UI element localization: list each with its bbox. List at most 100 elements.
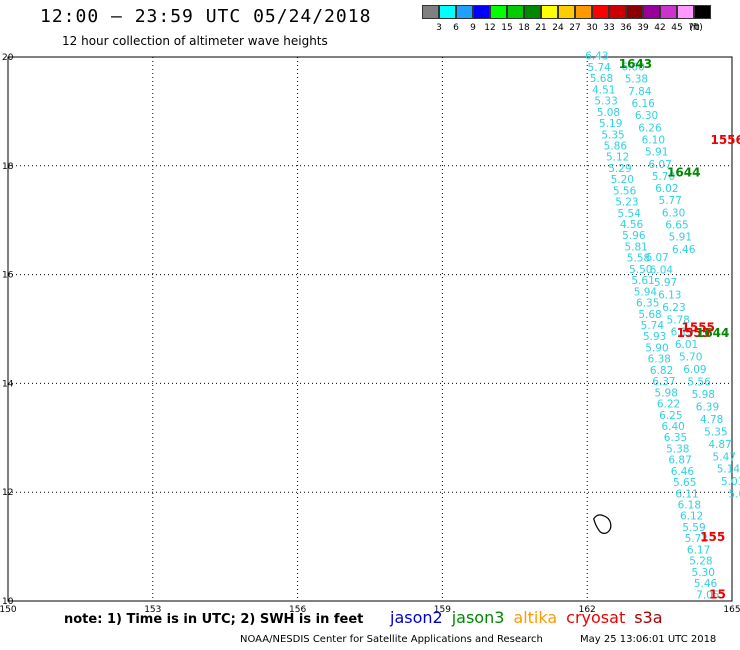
legend-label: 39 bbox=[637, 23, 649, 33]
pass-time-label: 155 bbox=[700, 530, 725, 544]
wave-height-value: 5.70 bbox=[679, 352, 702, 364]
wave-height-value: 5.56 bbox=[613, 185, 637, 197]
wave-height-value: 4.56 bbox=[620, 219, 644, 231]
x-tick-label: 156 bbox=[289, 605, 306, 612]
wave-height-value: 5.28 bbox=[689, 556, 712, 568]
wave-height-value: 5.72 bbox=[685, 533, 708, 545]
wave-height-value: 5.86 bbox=[604, 140, 628, 152]
wave-height-value: 5.33 bbox=[594, 96, 617, 108]
legend-label: 24 bbox=[552, 23, 564, 33]
y-tick-label: 18 bbox=[2, 162, 14, 172]
wave-height-value: 5.91 bbox=[669, 232, 692, 244]
wave-height-value: 5.68 bbox=[638, 309, 661, 321]
satellite-jason2: jason2 bbox=[390, 608, 443, 627]
legend-swatch bbox=[694, 5, 711, 19]
wave-height-value: 5.74 bbox=[587, 62, 611, 74]
legend-label: 42 bbox=[654, 23, 666, 33]
axis-ticks: 150 153 156 159 162 165 10 12 14 16 18 20 bbox=[0, 53, 740, 612]
wave-height-value: 6.30 bbox=[662, 207, 685, 219]
wave-height-value: 6.30 bbox=[635, 110, 658, 122]
wave-height-value: 5.98 bbox=[655, 387, 678, 399]
legend-swatch bbox=[575, 5, 592, 19]
wave-height-value: 5.97 bbox=[654, 277, 677, 289]
wave-height-value: 5.98 bbox=[692, 389, 715, 401]
wave-height-value: 6.38 bbox=[648, 354, 671, 366]
page-subtitle: 12 hour collection of altimeter wave hei… bbox=[62, 34, 328, 48]
x-tick-label: 162 bbox=[579, 605, 596, 612]
wave-height-value: 5.74 bbox=[641, 320, 665, 332]
legend-swatch bbox=[558, 5, 575, 19]
wave-height-value: 5.78 bbox=[666, 314, 689, 326]
wave-height-value: 5.96 bbox=[622, 230, 646, 242]
wave-height-value: 6.23 bbox=[662, 302, 685, 314]
legend-label: 3 bbox=[436, 23, 442, 33]
wave-height-value: 5.70 bbox=[652, 171, 675, 183]
wave-height-value: 6.10 bbox=[642, 134, 665, 146]
wave-height-value: 5.94 bbox=[634, 286, 658, 298]
legend-swatch bbox=[456, 5, 473, 19]
pass-time-label: 1644 bbox=[696, 326, 729, 340]
wave-height-value: 6.07 bbox=[648, 159, 671, 171]
wave-height-value: 5.35 bbox=[601, 129, 624, 141]
wave-height-value: 6.26 bbox=[638, 122, 662, 134]
map-frame bbox=[7, 56, 733, 602]
y-tick-label: 10 bbox=[2, 597, 14, 607]
y-tick-label: 20 bbox=[2, 53, 14, 63]
wave-height-value: 5.61 bbox=[631, 275, 654, 287]
pass-time-label: 15 bbox=[709, 587, 726, 601]
legend-label: 36 bbox=[620, 23, 632, 33]
legend-label: 6 bbox=[453, 23, 459, 33]
legend-swatch bbox=[643, 5, 660, 19]
legend-swatch bbox=[439, 5, 456, 19]
legend-swatch bbox=[609, 5, 626, 19]
legend-label: 9 bbox=[470, 23, 476, 33]
x-tick-label: 165 bbox=[723, 605, 740, 612]
legend-swatch bbox=[626, 5, 643, 19]
legend-label: 18 bbox=[518, 23, 530, 33]
wave-height-value: 5.30 bbox=[692, 567, 715, 579]
island-outline bbox=[593, 514, 612, 535]
wave-height-value: 6.22 bbox=[657, 399, 680, 411]
wave-height-value: 5.93 bbox=[643, 331, 666, 343]
pass-time-label: 1643 bbox=[619, 57, 652, 71]
legend-label: 30 bbox=[586, 23, 598, 33]
wave-height-value: 6.37 bbox=[652, 376, 675, 388]
wave-height-value: 6.82 bbox=[650, 365, 673, 377]
x-tick-label: 153 bbox=[144, 605, 161, 612]
satellite-cryosat: cryosat bbox=[566, 608, 626, 627]
x-tick-label: 150 bbox=[0, 605, 17, 612]
legend-unit: (ft) bbox=[689, 23, 703, 33]
wave-height-value: 4.51 bbox=[592, 84, 615, 96]
legend-label: 15 bbox=[501, 23, 513, 33]
pass-time-label: 1555 bbox=[682, 321, 715, 335]
wave-height-value: 6.35 bbox=[664, 432, 687, 444]
wave-height-value: 6.11 bbox=[675, 488, 698, 500]
wave-height-value: 6.25 bbox=[659, 410, 682, 422]
legend-swatch bbox=[507, 5, 524, 19]
legend-label: 21 bbox=[535, 23, 547, 33]
legend-swatch bbox=[677, 5, 694, 19]
wave-height-value: 5.19 bbox=[599, 118, 622, 130]
legend-swatch bbox=[490, 5, 507, 19]
wave-height-value: 6.13 bbox=[658, 289, 681, 301]
legend-label: 70 bbox=[688, 23, 700, 33]
y-tick-label: 14 bbox=[2, 379, 14, 389]
legend-label: 27 bbox=[569, 23, 581, 33]
y-tick-label: 12 bbox=[2, 488, 13, 498]
wave-height-value: 5.90 bbox=[645, 342, 668, 354]
satellite-altika: altika bbox=[513, 608, 558, 627]
wave-height-value: 6.40 bbox=[661, 421, 684, 433]
wave-height-value: 5.68 bbox=[590, 73, 613, 85]
wave-height-value: 5.29 bbox=[608, 163, 631, 175]
footer-note: note: 1) Time is in UTC; 2) SWH is in fe… bbox=[64, 612, 364, 627]
wave-height-value: 6.16 bbox=[631, 98, 655, 110]
wave-height-value: 5.20 bbox=[611, 174, 634, 186]
wave-height-value: 5.91 bbox=[645, 147, 668, 159]
wave-height-value: 5.65 bbox=[673, 477, 696, 489]
y-tick-label: 16 bbox=[2, 271, 14, 281]
wave-height-value: 5.01 bbox=[721, 476, 740, 488]
wave-height-value: 6.15 bbox=[671, 327, 694, 339]
legend-swatch bbox=[592, 5, 609, 19]
wave-height-value: 5.38 bbox=[625, 74, 648, 86]
